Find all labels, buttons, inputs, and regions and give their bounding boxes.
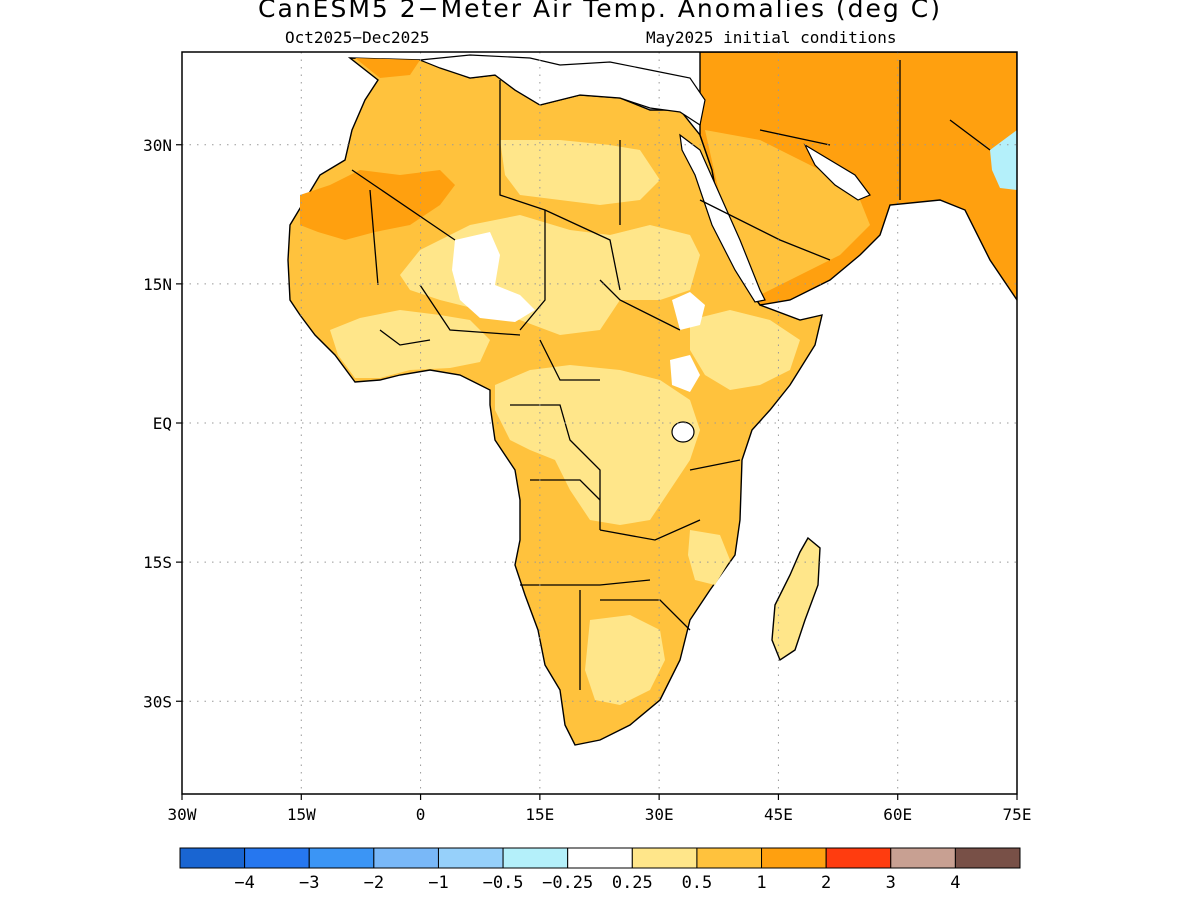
anomaly-zone-sudan-neutral: [672, 292, 705, 330]
anomaly-zone-niger-neutral: [452, 232, 535, 322]
lat-tick-label: 15N: [143, 275, 172, 294]
anomaly-zone-south-interior: [585, 615, 665, 705]
anomaly-zone-horn: [690, 310, 800, 390]
lat-tick-label: 30S: [143, 692, 172, 711]
anomaly-zone-egypt-libya: [500, 140, 660, 205]
colorbar-swatch: [631, 847, 698, 869]
colorbar-swatch: [954, 847, 1021, 869]
colorbar-swatch: [244, 847, 310, 869]
colorbar-label: 1: [756, 873, 766, 893]
colorbar-label: 2: [821, 873, 831, 893]
colorbar-label: 0.5: [682, 873, 713, 893]
lat-tick-label: EQ: [153, 414, 172, 433]
colorbar-label: −4: [234, 873, 254, 893]
lon-tick-label: 15E: [525, 805, 554, 824]
colorbar-swatch: [890, 847, 956, 869]
lon-tick-label: 75E: [1003, 805, 1032, 824]
axis-ticks: 30W 15W 0 15E 30E 45E 60E 75E 30N 15N EQ 15S 30S: [143, 136, 1031, 824]
colorbar-label: 3: [886, 873, 896, 893]
colorbar-swatch: [502, 847, 569, 869]
anomaly-field: [287, 52, 1017, 746]
anomaly-zone-mozambique: [688, 530, 730, 585]
anomaly-zone-sahara-west: [300, 170, 455, 240]
anomaly-zone-north-coast-high: [355, 58, 420, 78]
lon-tick-label: 30W: [168, 805, 197, 824]
red-sea: [679, 133, 766, 303]
colorbar: −4 −3 −2 −1 −0.5 −0.25 0.25 0.5 1 2 3 4: [179, 847, 1021, 893]
madagascar-landmass: [771, 536, 821, 662]
persian-gulf: [803, 143, 871, 201]
colorbar-swatch: [696, 847, 763, 869]
lon-tick-label: 15W: [287, 805, 316, 824]
colorbar-label: 0.25: [612, 873, 653, 893]
colorbar-swatch: [373, 847, 439, 869]
lon-tick-label: 0: [416, 805, 426, 824]
colorbar-swatch: [437, 847, 504, 869]
colorbar-swatch: [567, 847, 633, 869]
colorbar-label: −3: [299, 873, 319, 893]
colorbar-swatch: [308, 847, 375, 869]
lon-tick-label: 30E: [645, 805, 674, 824]
anomaly-zone-west-africa-coast: [330, 310, 490, 378]
colorbar-label: −0.25: [542, 873, 593, 893]
map-period: Oct2025−Dec2025: [285, 28, 430, 47]
anomaly-zone-arabian-sea-cool: [990, 130, 1017, 190]
mediterranean-sea: [419, 54, 706, 126]
colorbar-swatch: [761, 847, 827, 869]
map-initial-conditions: May2025 initial conditions: [646, 28, 897, 47]
map-title: CanESM5 2−Meter Air Temp. Anomalies (deg…: [258, 0, 942, 23]
lon-tick-label: 45E: [764, 805, 793, 824]
colorbar-swatch: [825, 847, 892, 869]
colorbar-label: −0.5: [483, 873, 524, 893]
colorbar-label: 4: [950, 873, 960, 893]
colorbar-label: −2: [364, 873, 384, 893]
lat-tick-label: 15S: [143, 553, 172, 572]
colorbar-label: −1: [428, 873, 448, 893]
colorbar-swatch: [179, 847, 246, 869]
anomaly-zone-arabia-sea-edge: [705, 130, 870, 295]
lake-victoria: [671, 421, 695, 443]
lon-tick-label: 60E: [883, 805, 912, 824]
lat-tick-label: 30N: [143, 136, 172, 155]
anomaly-zone-east-africa-neutral: [670, 355, 700, 392]
country-borders: [351, 60, 991, 690]
